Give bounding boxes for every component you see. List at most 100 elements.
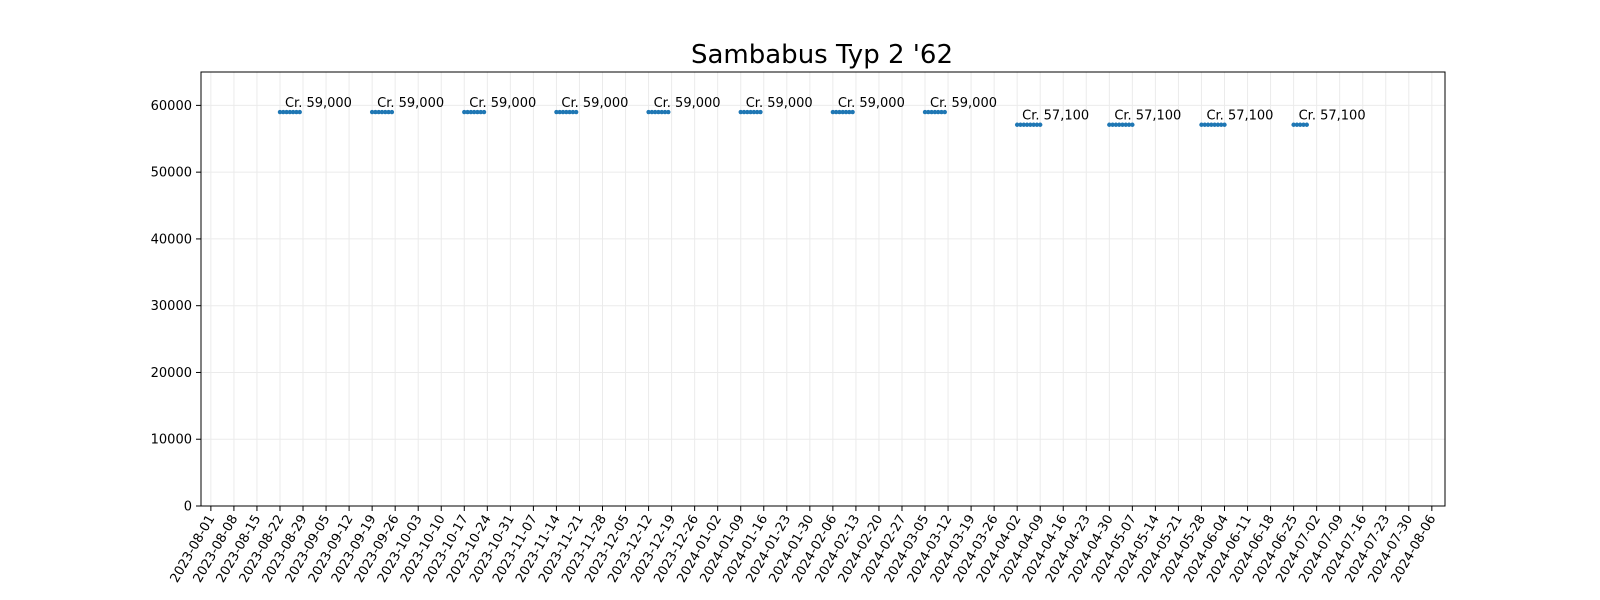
price-point xyxy=(929,109,934,115)
price-point xyxy=(745,109,750,115)
price-point xyxy=(1028,122,1033,127)
price-point xyxy=(284,109,289,115)
price-point xyxy=(1116,122,1122,127)
price-point xyxy=(468,109,474,115)
price-point xyxy=(1304,122,1309,127)
price-point xyxy=(656,109,661,115)
price-label: Cr. 57,100 xyxy=(1114,109,1181,124)
price-point xyxy=(1018,122,1023,127)
price-point xyxy=(567,109,572,115)
price-point xyxy=(847,109,852,115)
price-point xyxy=(294,109,299,115)
price-point xyxy=(478,109,483,115)
y-tick-label: 40000 xyxy=(151,232,192,247)
price-point xyxy=(1107,122,1112,127)
price-point xyxy=(379,109,385,115)
data-points xyxy=(277,109,1309,127)
price-point xyxy=(462,109,467,115)
price-point xyxy=(376,109,381,115)
price-point xyxy=(1205,122,1211,127)
price-point xyxy=(738,109,743,115)
price-point xyxy=(666,109,671,115)
price-point xyxy=(1024,122,1030,127)
price-point xyxy=(843,109,849,115)
price-point xyxy=(659,109,664,115)
price-point xyxy=(751,109,757,115)
x-axis: 2023-08-012023-08-082023-08-152023-08-22… xyxy=(168,506,1439,585)
price-point xyxy=(290,109,296,115)
price-point xyxy=(1038,122,1043,127)
y-tick-label: 0 xyxy=(184,500,192,515)
price-point xyxy=(1123,122,1128,127)
price-point xyxy=(573,109,579,115)
price-point xyxy=(1021,122,1026,127)
price-point xyxy=(554,109,559,115)
price-point xyxy=(662,109,668,115)
price-point xyxy=(564,109,569,115)
price-point xyxy=(850,109,855,115)
price-point xyxy=(465,109,470,115)
price-point xyxy=(373,109,378,115)
price-point xyxy=(942,109,947,115)
price-point xyxy=(922,109,928,115)
chart-title: Sambabus Typ 2 '62 xyxy=(691,40,953,70)
price-point xyxy=(1031,122,1036,127)
price-label: Cr. 59,000 xyxy=(930,96,997,111)
price-point xyxy=(758,109,763,115)
price-label: Cr. 59,000 xyxy=(377,96,444,111)
price-point xyxy=(837,109,842,115)
y-axis: 0 10000 20000 30000 40000 50000 60000 xyxy=(151,99,201,515)
price-label: Cr. 57,100 xyxy=(1206,109,1273,124)
price-point xyxy=(754,109,760,115)
price-point xyxy=(369,109,375,115)
price-point xyxy=(649,109,655,115)
price-point xyxy=(1294,122,1300,127)
price-point xyxy=(475,109,480,115)
price-point xyxy=(741,109,747,115)
price-point xyxy=(1202,122,1207,127)
price-label: Cr. 59,000 xyxy=(469,96,536,111)
price-point xyxy=(386,109,391,115)
price-point xyxy=(570,109,576,115)
price-label: Cr. 59,000 xyxy=(561,96,628,111)
price-point xyxy=(1113,122,1119,127)
price-point xyxy=(560,109,566,115)
price-label: Cr. 57,100 xyxy=(1022,109,1089,124)
price-point xyxy=(1120,122,1125,127)
price-point xyxy=(287,109,293,115)
price-point xyxy=(383,109,388,115)
y-tick-label: 10000 xyxy=(151,433,192,448)
y-tick-label: 50000 xyxy=(151,166,192,181)
price-label: Cr. 59,000 xyxy=(838,96,905,111)
price-point xyxy=(1130,122,1135,127)
price-point xyxy=(1297,122,1303,127)
price-point xyxy=(840,109,845,115)
price-label: Cr. 59,000 xyxy=(746,96,813,111)
price-point xyxy=(281,109,286,115)
price-point xyxy=(297,109,302,115)
price-point xyxy=(926,109,931,115)
y-tick-label: 60000 xyxy=(151,99,192,114)
price-point xyxy=(557,109,562,115)
y-tick-label: 30000 xyxy=(151,299,192,314)
price-point xyxy=(935,109,941,115)
price-point xyxy=(1215,122,1221,127)
price-point xyxy=(830,109,836,115)
price-point xyxy=(1014,122,1020,127)
price-point xyxy=(1199,122,1204,127)
price-point xyxy=(932,109,938,115)
price-point xyxy=(389,109,395,115)
plot-area xyxy=(200,71,1446,507)
price-point xyxy=(748,109,753,115)
price-point xyxy=(1110,122,1115,127)
price-point xyxy=(652,109,658,115)
price-point xyxy=(1301,122,1306,127)
grid xyxy=(201,72,1445,507)
price-point xyxy=(646,109,651,115)
price-point xyxy=(1034,122,1040,127)
y-tick-label: 20000 xyxy=(151,366,192,381)
price-point xyxy=(471,109,477,115)
price-point xyxy=(1219,122,1224,127)
price-label: Cr. 59,000 xyxy=(654,96,721,111)
